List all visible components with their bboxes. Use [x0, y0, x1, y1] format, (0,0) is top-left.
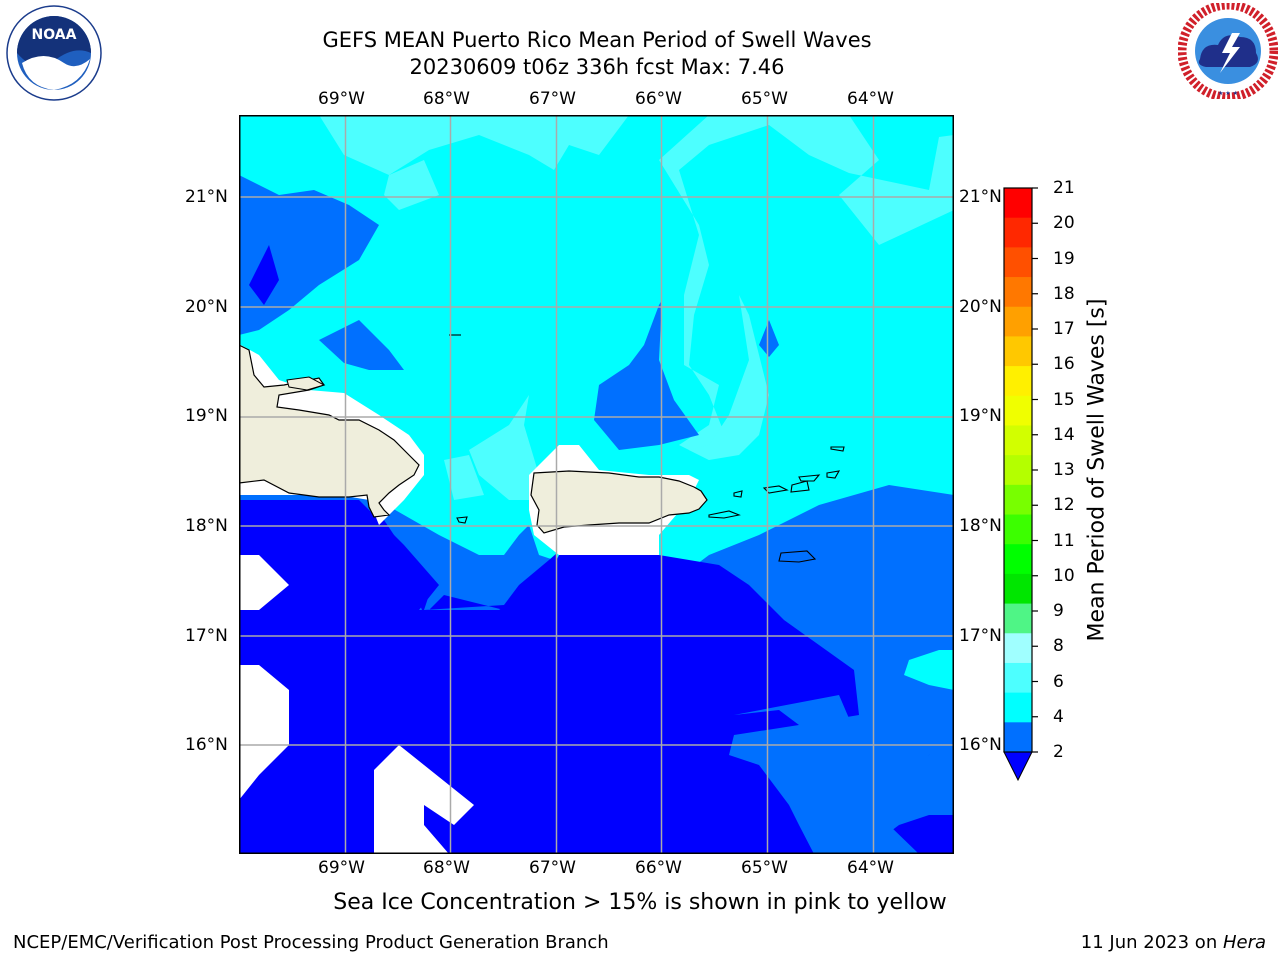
lon-label-top: 67°W: [529, 89, 576, 109]
lat-label-left: 17°N: [185, 626, 228, 646]
colorbar-segment: [1004, 722, 1032, 753]
island-puerto-rico: [530, 470, 708, 534]
colorbar-segment: [1004, 692, 1032, 723]
colorbar-tick-label: 8: [1053, 636, 1064, 657]
colorbar-segment: [1004, 277, 1032, 308]
colorbar-tick-label: 16: [1053, 354, 1075, 375]
colorbar-segment: [1004, 484, 1032, 516]
lon-label-bottom: 64°W: [847, 858, 894, 878]
swell-band-4-6-se: [904, 650, 954, 690]
colorbar-tick-label: 12: [1053, 495, 1075, 516]
footer-timestamp: 11 Jun 2023 on Hera: [1081, 932, 1266, 953]
colorbar-tick-label: 19: [1053, 248, 1075, 269]
lat-label-left: 20°N: [185, 297, 228, 317]
graticule: [239, 115, 954, 854]
island-hispaniola: [239, 344, 420, 518]
colorbar-tick-label: 13: [1053, 460, 1075, 480]
lon-label-top: 64°W: [847, 89, 894, 109]
colorbar-tick-label: 11: [1053, 530, 1075, 551]
colorbar-tick-label: 14: [1053, 424, 1075, 445]
lon-label-top: 66°W: [635, 89, 682, 109]
lon-label-top: 68°W: [423, 89, 470, 109]
colorbar-segment: [1004, 395, 1032, 426]
lat-label-right: 20°N: [959, 297, 1002, 317]
colorbar-tick-label: 4: [1053, 706, 1064, 727]
footer-date: 11 Jun 2023 on: [1080, 932, 1223, 953]
colorbar-segment: [1004, 603, 1032, 634]
colorbar-tick-label: 10: [1053, 565, 1075, 586]
nws-logo: ★ ★ ★: [1177, 0, 1279, 102]
lat-label-left: 18°N: [185, 516, 228, 536]
colorbar-tick-label: 15: [1053, 389, 1075, 410]
sea-ice-caption: Sea Ice Concentration > 15% is shown in …: [333, 890, 947, 915]
lat-label-right: 21°N: [959, 187, 1002, 207]
colorbar-tick-label: 17: [1053, 319, 1075, 339]
footer-host: Hera: [1222, 932, 1266, 953]
swell-band-2-4-south: [734, 695, 954, 854]
lon-label-bottom: 66°W: [635, 858, 682, 878]
lat-label-right: 16°N: [959, 735, 1002, 755]
lon-label-bottom: 65°W: [741, 858, 788, 878]
colorbar-segment: [1004, 336, 1032, 367]
swell-band-6-8: [319, 115, 954, 500]
footer-credit: NCEP/EMC/Verification Post Processing Pr…: [13, 932, 609, 953]
colorbar-segment: [1004, 188, 1032, 219]
lat-label-right: 17°N: [959, 626, 1002, 646]
lat-label-right: 18°N: [959, 516, 1002, 536]
colorbar-tick-label: 9: [1053, 601, 1064, 621]
lon-label-bottom: 69°W: [318, 858, 365, 878]
colorbar-segment: [1004, 217, 1032, 248]
colorbar-segment: [1004, 573, 1032, 605]
map-panel: [239, 115, 954, 854]
lon-label-top: 69°W: [318, 89, 365, 109]
lat-label-left: 21°N: [185, 187, 228, 207]
colorbar-segment: [1004, 514, 1032, 545]
lat-label-right: 19°N: [959, 406, 1002, 426]
map-title: GEFS MEAN Puerto Rico Mean Period of Swe…: [322, 28, 872, 52]
lon-label-bottom: 67°W: [529, 858, 576, 878]
colorbar-segment: [1004, 633, 1032, 664]
colorbar-title: Mean Period of Swell Waves [s]: [1084, 298, 1110, 642]
colorbar: [1000, 187, 1040, 787]
lon-label-bottom: 68°W: [423, 858, 470, 878]
colorbar-tick-label: 2: [1053, 742, 1064, 762]
colorbar-segment: [1004, 455, 1032, 486]
colorbar-segments: [1004, 188, 1032, 753]
colorbar-segment: [1004, 544, 1032, 575]
small-islands: [449, 334, 845, 563]
lon-label-top: 65°W: [741, 89, 788, 109]
lat-label-left: 16°N: [185, 735, 228, 755]
colorbar-segment: [1004, 425, 1032, 456]
colorbar-tick-label: 21: [1053, 178, 1075, 198]
map-frame: [239, 115, 954, 854]
colorbar-segment: [1004, 247, 1032, 278]
colorbar-extend-arrow: [1003, 751, 1033, 782]
noaa-logo: NOAA: [4, 5, 104, 101]
lat-label-left: 19°N: [185, 406, 228, 426]
noaa-logo-text: NOAA: [32, 27, 77, 43]
map-subtitle: 20230609 t06z 336h fcst Max: 7.46: [409, 55, 785, 79]
colorbar-segment: [1004, 662, 1032, 694]
colorbar-segment: [1004, 366, 1032, 397]
colorbar-tick-label: 6: [1053, 671, 1064, 692]
colorbar-segment: [1004, 306, 1032, 337]
colorbar-tick-label: 20: [1053, 213, 1075, 234]
colorbar-tick-label: 18: [1053, 283, 1075, 304]
svg-text:★ ★ ★: ★ ★ ★: [1218, 90, 1238, 97]
